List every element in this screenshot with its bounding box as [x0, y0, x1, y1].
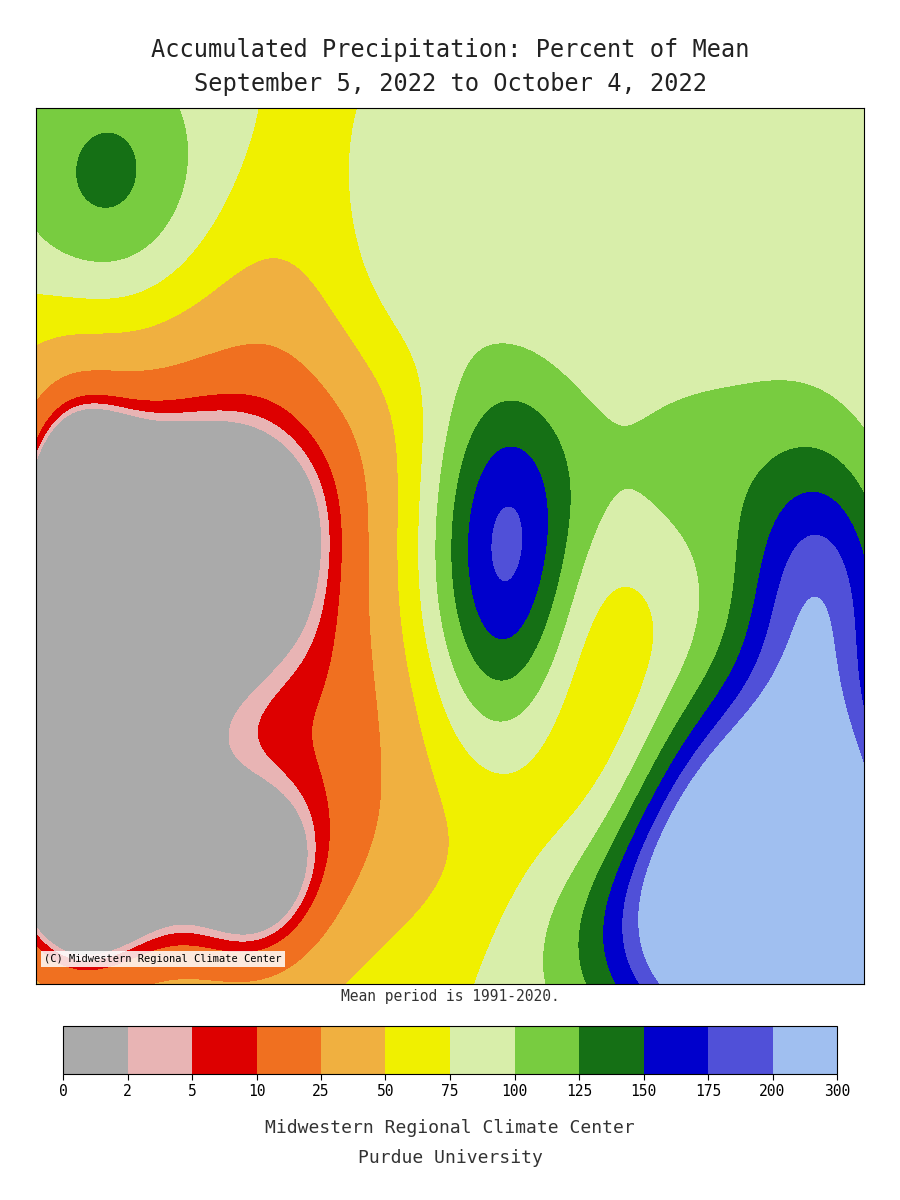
Text: Purdue University: Purdue University — [357, 1150, 543, 1166]
Text: Accumulated Precipitation: Percent of Mean: Accumulated Precipitation: Percent of Me… — [151, 38, 749, 62]
Text: September 5, 2022 to October 4, 2022: September 5, 2022 to October 4, 2022 — [194, 72, 706, 96]
Text: (C) Midwestern Regional Climate Center: (C) Midwestern Regional Climate Center — [44, 954, 282, 964]
Text: Mean period is 1991-2020.: Mean period is 1991-2020. — [340, 989, 560, 1003]
Text: Midwestern Regional Climate Center: Midwestern Regional Climate Center — [266, 1118, 634, 1138]
